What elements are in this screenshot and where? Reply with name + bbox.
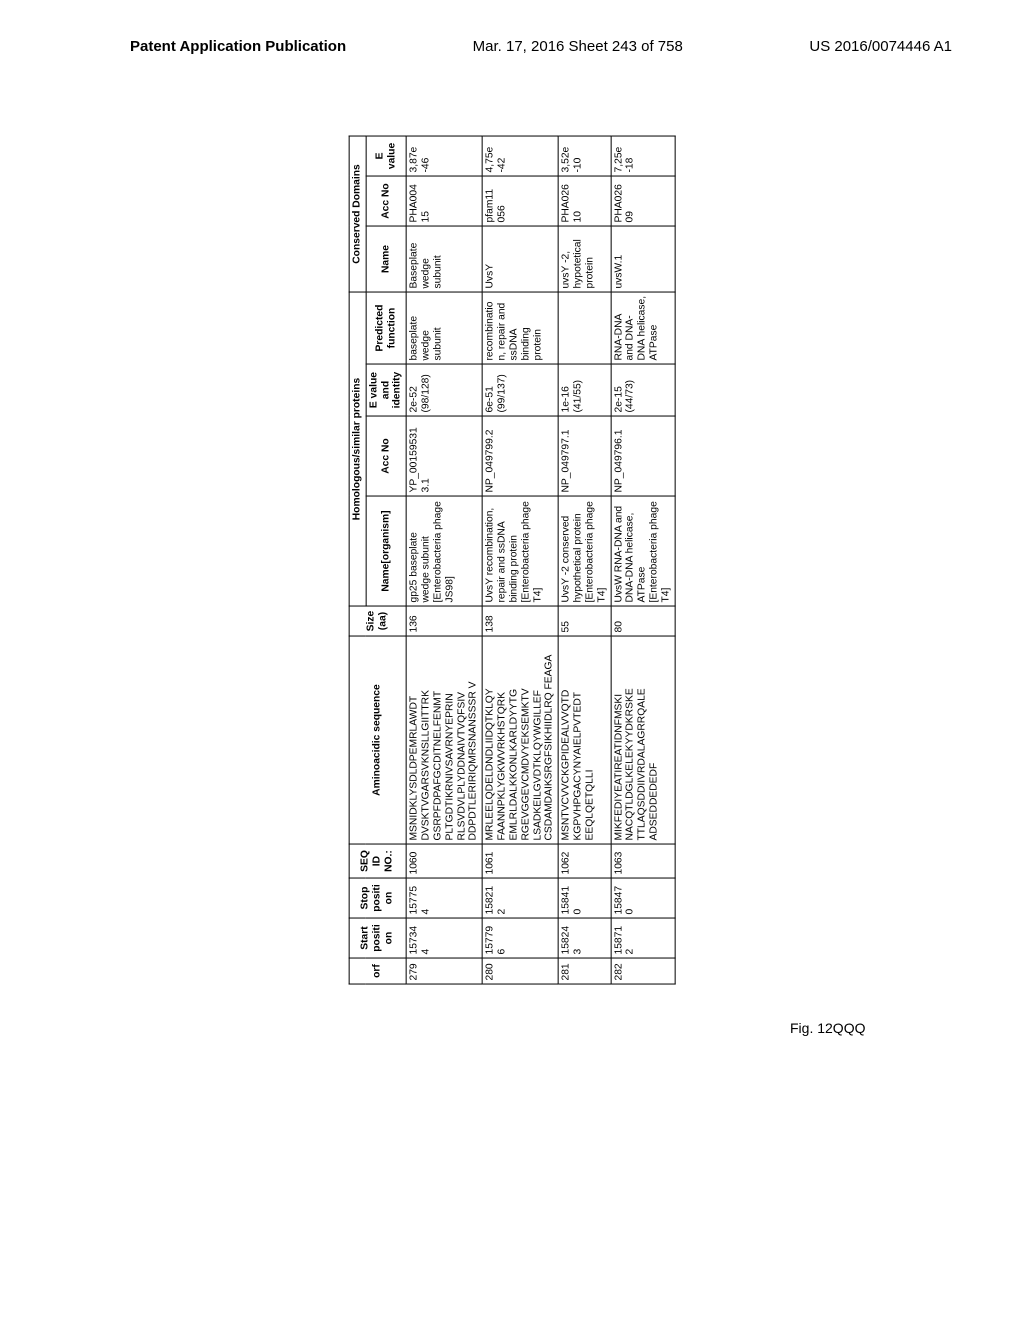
cell-aa: MIKFEDIYEATIREATIDNFMSKI NACQTLDGLKELEKY… bbox=[611, 636, 675, 844]
cell-aa: MRLEELQDELDNDLIIDQTKLQY FAANNPKLYGKWVRKH… bbox=[482, 636, 558, 844]
cell-orf: 279 bbox=[406, 958, 482, 984]
cell-accno: YP_00159531 3.1 bbox=[406, 416, 482, 496]
col-cevalue: E value bbox=[366, 136, 406, 176]
figure-label: Fig. 12QQQ bbox=[790, 1020, 865, 1036]
cell-evalue: 1e-16 (41/55) bbox=[558, 364, 610, 416]
cell-predicted: recombinatio n, repair and ssDNA binding… bbox=[482, 292, 558, 364]
cell-cevalue: 3,52e -10 bbox=[558, 136, 610, 176]
cell-predicted bbox=[558, 292, 610, 364]
cell-size: 136 bbox=[406, 606, 482, 636]
cell-seq: 1060 bbox=[406, 844, 482, 878]
cell-size: 138 bbox=[482, 606, 558, 636]
cell-orf: 282 bbox=[611, 958, 675, 984]
rotated-table-wrap: orf Start positi on Stop positi on SEQ I… bbox=[349, 135, 676, 984]
cell-start: 15734 4 bbox=[406, 918, 482, 958]
group-conserved: Conserved Domains bbox=[349, 136, 366, 292]
cell-seq: 1063 bbox=[611, 844, 675, 878]
cell-aa: MSNIDKLYSDLDPEMRLAWDT DVSKTVGARSVKNSLLGI… bbox=[406, 636, 482, 844]
table-body: 279 15734 4 15775 4 1060 MSNIDKLYSDLDPEM… bbox=[406, 136, 674, 984]
col-start: Start positi on bbox=[349, 918, 406, 958]
col-aa: Aminoacidic sequence bbox=[349, 636, 406, 844]
cell-cname: uvsW.1 bbox=[611, 226, 675, 292]
cell-nameorg: UvsY -2 conserved hypothetical protein [… bbox=[558, 496, 610, 606]
cell-size: 55 bbox=[558, 606, 610, 636]
cell-evalue: 6e-51 (99/137) bbox=[482, 364, 558, 416]
table-row: 280 15779 6 15821 2 1061 MRLEELQDELDNDLI… bbox=[482, 136, 558, 984]
cell-cname: uvsY -2, hypotetical protein bbox=[558, 226, 610, 292]
cell-stop: 15821 2 bbox=[482, 878, 558, 918]
cell-stop: 15841 0 bbox=[558, 878, 610, 918]
cell-evalue: 2e-52 (98/128) bbox=[406, 364, 482, 416]
cell-cacc: PHA004 15 bbox=[406, 176, 482, 226]
page-header: Patent Application Publication Mar. 17, … bbox=[0, 38, 1024, 55]
col-cname: Name bbox=[366, 226, 406, 292]
cell-nameorg: UvsY recombination, repair and ssDNA bin… bbox=[482, 496, 558, 606]
group-header-row: orf Start positi on Stop positi on SEQ I… bbox=[349, 136, 366, 984]
cell-cacc: pfam11 056 bbox=[482, 176, 558, 226]
cell-orf: 280 bbox=[482, 958, 558, 984]
cell-stop: 15775 4 bbox=[406, 878, 482, 918]
cell-predicted: RNA-DNA and DNA-DNA helicase, ATPase bbox=[611, 292, 675, 364]
cell-cacc: PHA026 10 bbox=[558, 176, 610, 226]
table-row: 281 15824 3 15841 0 1062 MSNTVCVVCKGPIDE… bbox=[558, 136, 610, 984]
cell-accno: NP_049797.1 bbox=[558, 416, 610, 496]
cell-size: 80 bbox=[611, 606, 675, 636]
cell-start: 15779 6 bbox=[482, 918, 558, 958]
header-center: Mar. 17, 2016 Sheet 243 of 758 bbox=[473, 38, 683, 55]
cell-orf: 281 bbox=[558, 958, 610, 984]
cell-cname: Baseplate wedge subunit bbox=[406, 226, 482, 292]
cell-nameorg: gp25 baseplate wedge subunit [Enterobact… bbox=[406, 496, 482, 606]
cell-start: 15824 3 bbox=[558, 918, 610, 958]
cell-start: 15871 2 bbox=[611, 918, 675, 958]
col-evalue: E value and identity bbox=[366, 364, 406, 416]
cell-evalue: 2e-15 (44/73) bbox=[611, 364, 675, 416]
cell-aa: MSNTVCVVCKGPIDEALVVQTD KGPVHPGACYNYAIELP… bbox=[558, 636, 610, 844]
cell-cevalue: 3,87e -46 bbox=[406, 136, 482, 176]
cell-seq: 1062 bbox=[558, 844, 610, 878]
cell-accno: NP_049799.2 bbox=[482, 416, 558, 496]
cell-cname: UvsY bbox=[482, 226, 558, 292]
group-homologous: Homologous/similar proteins bbox=[349, 292, 366, 606]
col-nameorg: Name[organism] bbox=[366, 496, 406, 606]
protein-table: orf Start positi on Stop positi on SEQ I… bbox=[349, 135, 676, 984]
table-row: 279 15734 4 15775 4 1060 MSNIDKLYSDLDPEM… bbox=[406, 136, 482, 984]
col-accno: Acc No bbox=[366, 416, 406, 496]
header-left: Patent Application Publication bbox=[130, 38, 346, 55]
cell-seq: 1061 bbox=[482, 844, 558, 878]
col-seq: SEQ ID NO.: bbox=[349, 844, 406, 878]
cell-cacc: PHA026 09 bbox=[611, 176, 675, 226]
cell-stop: 15847 0 bbox=[611, 878, 675, 918]
cell-accno: NP_049796.1 bbox=[611, 416, 675, 496]
col-cacc: Acc No bbox=[366, 176, 406, 226]
col-orf: orf bbox=[349, 958, 406, 984]
cell-predicted: baseplate wedge subunit bbox=[406, 292, 482, 364]
table-row: 282 15871 2 15847 0 1063 MIKFEDIYEATIREA… bbox=[611, 136, 675, 984]
col-stop: Stop positi on bbox=[349, 878, 406, 918]
col-size: Size (aa) bbox=[349, 606, 406, 636]
col-predicted: Predicted function bbox=[366, 292, 406, 364]
cell-cevalue: 4,75e -42 bbox=[482, 136, 558, 176]
header-right: US 2016/0074446 A1 bbox=[809, 38, 952, 55]
cell-cevalue: 7,25e -18 bbox=[611, 136, 675, 176]
cell-nameorg: UvsW RNA-DNA and DNA-DNA helicase, ATPas… bbox=[611, 496, 675, 606]
